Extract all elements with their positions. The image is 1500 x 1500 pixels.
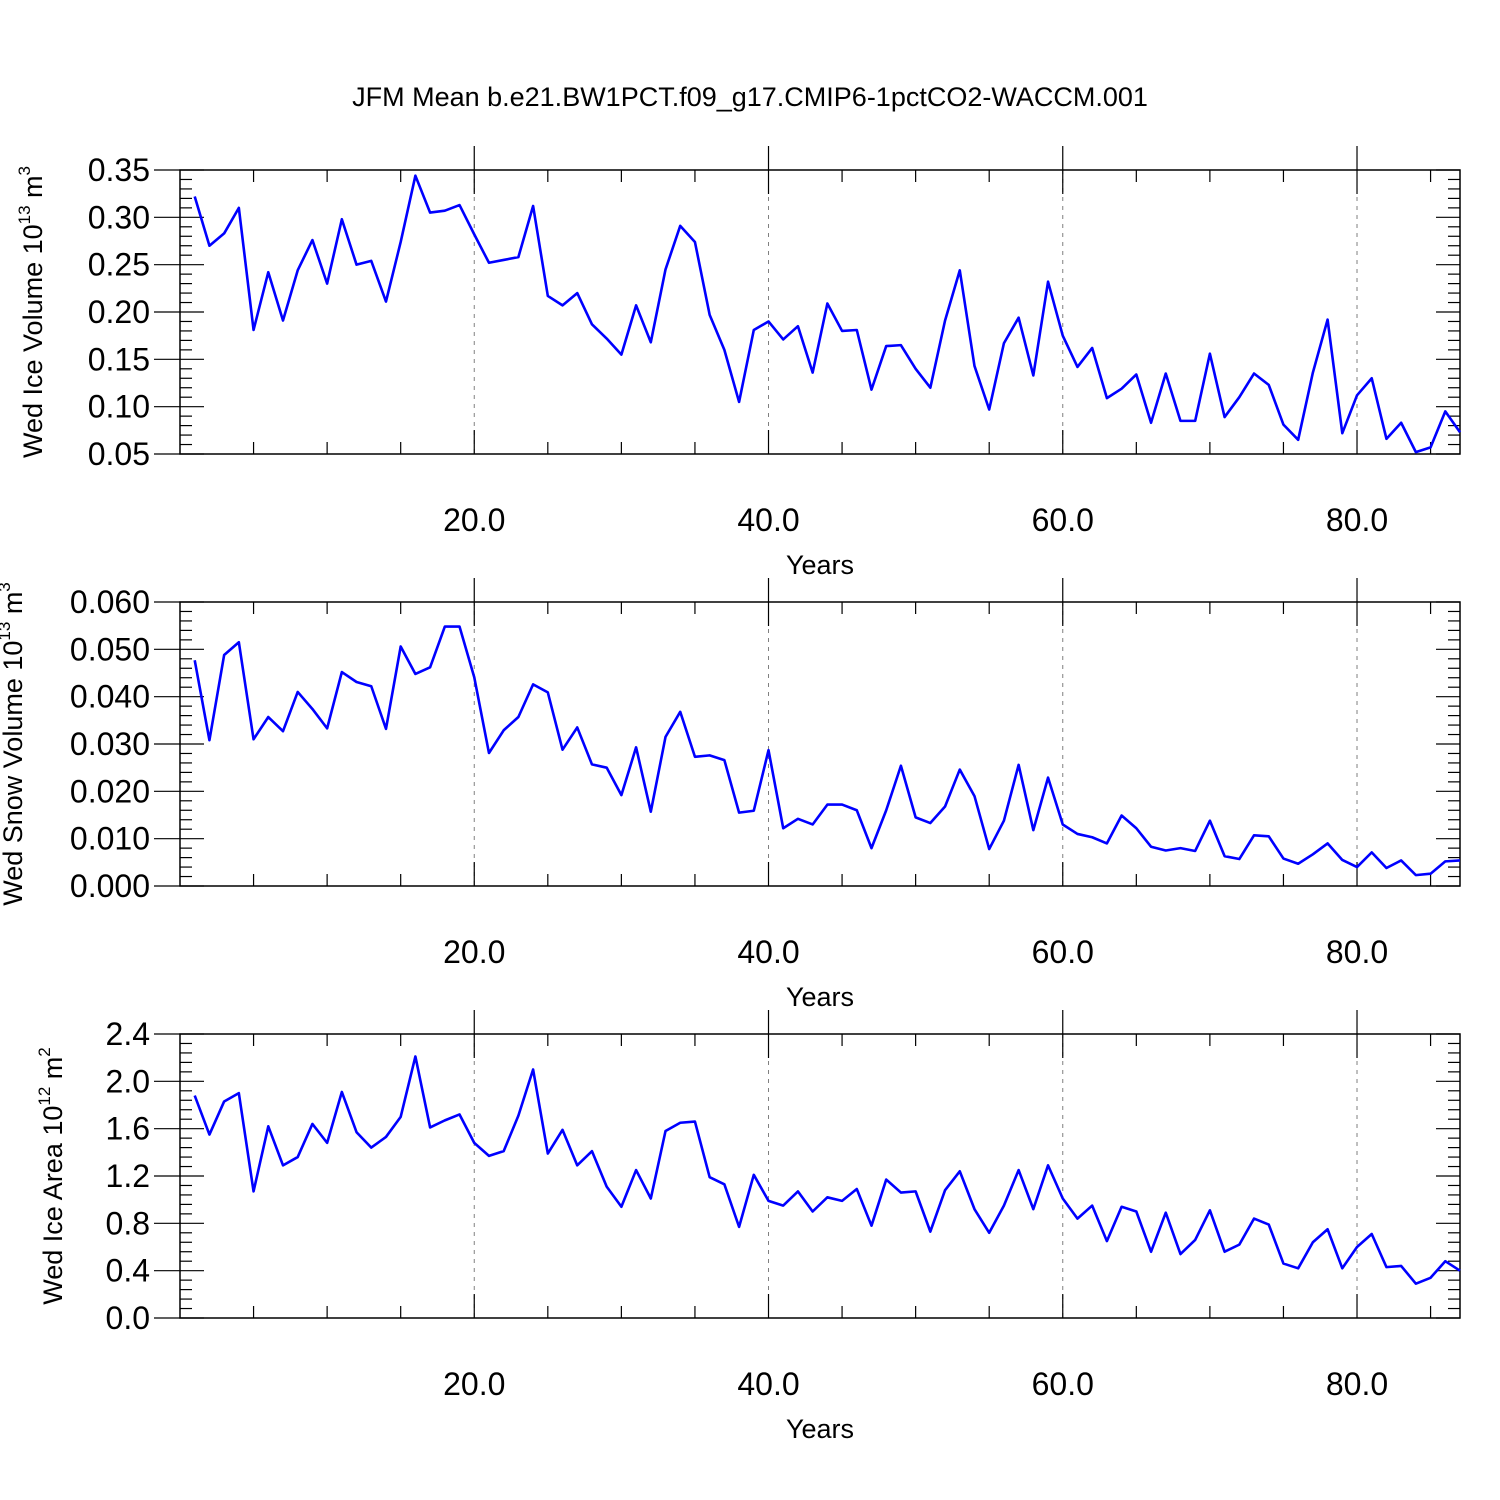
- x-tick-label: 80.0: [1326, 1366, 1388, 1402]
- y-tick-label: 0.15: [88, 341, 150, 377]
- x-tick-label: 80.0: [1326, 502, 1388, 538]
- y-tick-label: 0.060: [70, 584, 150, 620]
- x-tick-label: 20.0: [443, 502, 505, 538]
- y-tick-label: 0.040: [70, 679, 150, 715]
- y-tick-label: 0.050: [70, 631, 150, 667]
- y-tick-label: 0.20: [88, 294, 150, 330]
- y-tick-label: 2.0: [106, 1063, 150, 1099]
- x-tick-label: 60.0: [1032, 502, 1094, 538]
- x-tick-label: 40.0: [737, 502, 799, 538]
- y-tick-label: 0.4: [106, 1253, 150, 1289]
- y-axis-label: Wed Ice Volume 1013 m3: [15, 166, 48, 458]
- y-tick-label: 1.2: [106, 1158, 150, 1194]
- y-tick-label: 0.030: [70, 726, 150, 762]
- x-axis-label: Years: [786, 982, 854, 1012]
- y-tick-label: 0.10: [88, 389, 150, 425]
- y-tick-label: 0.000: [70, 868, 150, 904]
- y-tick-label: 0.30: [88, 199, 150, 235]
- series-line: [193, 625, 1461, 877]
- x-tick-label: 40.0: [737, 1366, 799, 1402]
- snow-volume-panel: 20.0 40.0 60.0 80.0 0.000 0.010 0.020 0.030 0.04…: [0, 578, 1461, 1012]
- y-axis-label: Wed Ice Area 1012 m2: [35, 1047, 68, 1305]
- x-tick-label: 60.0: [1032, 1366, 1094, 1402]
- chart-title: JFM Mean b.e21.BW1PCT.f09_g17.CMIP6-1pct…: [352, 82, 1148, 112]
- y-tick-label: 0.25: [88, 247, 150, 283]
- y-tick-label: 0.35: [88, 152, 150, 188]
- series-line: [193, 174, 1462, 454]
- x-axis-label: Years: [786, 1414, 854, 1444]
- x-axis-label: Years: [786, 550, 854, 580]
- x-tick-label: 40.0: [737, 934, 799, 970]
- x-tick-label: 60.0: [1032, 934, 1094, 970]
- y-tick-label: 2.4: [106, 1016, 150, 1052]
- plot-frame: [179, 169, 1461, 455]
- y-tick-label: 0.05: [88, 436, 150, 472]
- y-tick-label: 0.010: [70, 821, 150, 857]
- x-tick-label: 20.0: [443, 1366, 505, 1402]
- ice-area-panel: 20.0 40.0 60.0 80.0 0.0 0.4 0.8 1.2 1.6 2.0 2.4 Yea…: [35, 1010, 1461, 1444]
- y-axis-label: Wed Snow Volume 1013 m3: [0, 582, 28, 906]
- ice-volume-panel: 20.0 40.0 60.0 80.0 0.05 0.10 0.15 0.20 0.25 0.30…: [15, 146, 1462, 580]
- y-tick-label: 0.8: [106, 1205, 150, 1241]
- y-tick-label: 1.6: [106, 1111, 150, 1147]
- y-tick-label: 0.020: [70, 773, 150, 809]
- plot-frame: [179, 1033, 1461, 1319]
- y-tick-label: 0.0: [106, 1300, 150, 1336]
- series-line: [193, 1055, 1461, 1285]
- x-tick-label: 80.0: [1326, 934, 1388, 970]
- x-tick-label: 20.0: [443, 934, 505, 970]
- plot-frame: [179, 601, 1461, 887]
